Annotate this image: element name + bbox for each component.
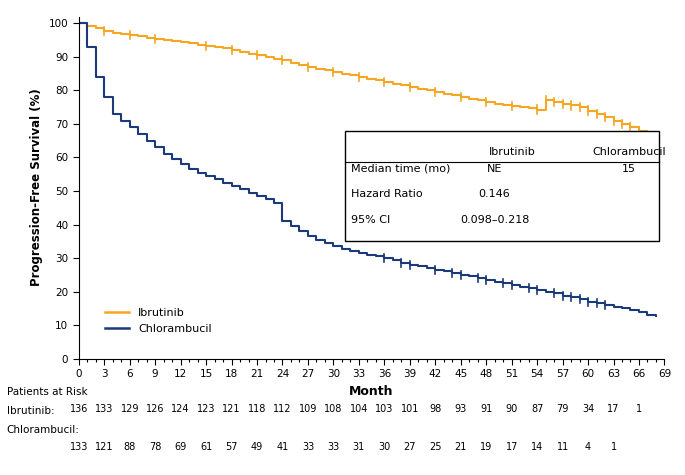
Text: 104: 104 xyxy=(350,403,368,414)
Text: 27: 27 xyxy=(403,441,416,452)
Text: 112: 112 xyxy=(273,403,292,414)
Text: 41: 41 xyxy=(276,441,288,452)
Text: 108: 108 xyxy=(324,403,342,414)
Text: 1: 1 xyxy=(636,403,642,414)
Text: 121: 121 xyxy=(223,403,241,414)
Text: 98: 98 xyxy=(429,403,441,414)
Text: 33: 33 xyxy=(302,441,314,452)
Text: 93: 93 xyxy=(455,403,467,414)
Y-axis label: Progression-Free Survival (%): Progression-Free Survival (%) xyxy=(30,89,43,286)
Text: 118: 118 xyxy=(248,403,266,414)
X-axis label: Month: Month xyxy=(349,385,394,398)
Text: 61: 61 xyxy=(200,441,212,452)
Text: 87: 87 xyxy=(531,403,543,414)
Text: 31: 31 xyxy=(353,441,365,452)
Text: 49: 49 xyxy=(251,441,263,452)
Text: 34: 34 xyxy=(582,403,594,414)
Text: 124: 124 xyxy=(171,403,190,414)
Text: Ibrutinib: Ibrutinib xyxy=(489,147,536,157)
Text: 25: 25 xyxy=(429,441,442,452)
Text: 123: 123 xyxy=(197,403,215,414)
Text: 1: 1 xyxy=(610,441,616,452)
Text: 129: 129 xyxy=(121,403,139,414)
Text: 33: 33 xyxy=(327,441,340,452)
Text: 21: 21 xyxy=(455,441,467,452)
Text: Chlorambucil:: Chlorambucil: xyxy=(7,425,79,435)
Text: 15: 15 xyxy=(622,164,636,174)
Text: 95% CI: 95% CI xyxy=(351,215,390,225)
Text: 30: 30 xyxy=(378,441,390,452)
Text: 79: 79 xyxy=(556,403,569,414)
Text: 103: 103 xyxy=(375,403,393,414)
Text: 0.098–0.218: 0.098–0.218 xyxy=(460,215,530,225)
Text: 126: 126 xyxy=(146,403,164,414)
Text: 91: 91 xyxy=(480,403,493,414)
Text: Hazard Ratio: Hazard Ratio xyxy=(351,190,423,200)
Text: 101: 101 xyxy=(401,403,419,414)
Text: 78: 78 xyxy=(149,441,162,452)
Text: 11: 11 xyxy=(556,441,569,452)
Text: 90: 90 xyxy=(506,403,518,414)
Text: 4: 4 xyxy=(585,441,591,452)
Text: 121: 121 xyxy=(95,441,114,452)
Text: 17: 17 xyxy=(506,441,518,452)
Text: 69: 69 xyxy=(175,441,187,452)
Text: 109: 109 xyxy=(299,403,317,414)
Text: NE: NE xyxy=(487,164,502,174)
Text: 14: 14 xyxy=(531,441,543,452)
Text: 136: 136 xyxy=(70,403,88,414)
Text: 0.146: 0.146 xyxy=(479,190,510,200)
Text: 88: 88 xyxy=(123,441,136,452)
Text: Chlorambucil: Chlorambucil xyxy=(593,147,666,157)
Legend: Ibrutinib, Chlorambucil: Ibrutinib, Chlorambucil xyxy=(96,299,221,343)
Text: 19: 19 xyxy=(480,441,493,452)
Text: 133: 133 xyxy=(70,441,88,452)
Text: Patients at Risk: Patients at Risk xyxy=(7,387,88,397)
Bar xyxy=(345,131,658,241)
Text: Median time (mo): Median time (mo) xyxy=(351,164,451,174)
Text: Ibrutinib:: Ibrutinib: xyxy=(7,406,55,416)
Text: 57: 57 xyxy=(225,441,238,452)
Text: 133: 133 xyxy=(95,403,114,414)
Text: 17: 17 xyxy=(608,403,620,414)
